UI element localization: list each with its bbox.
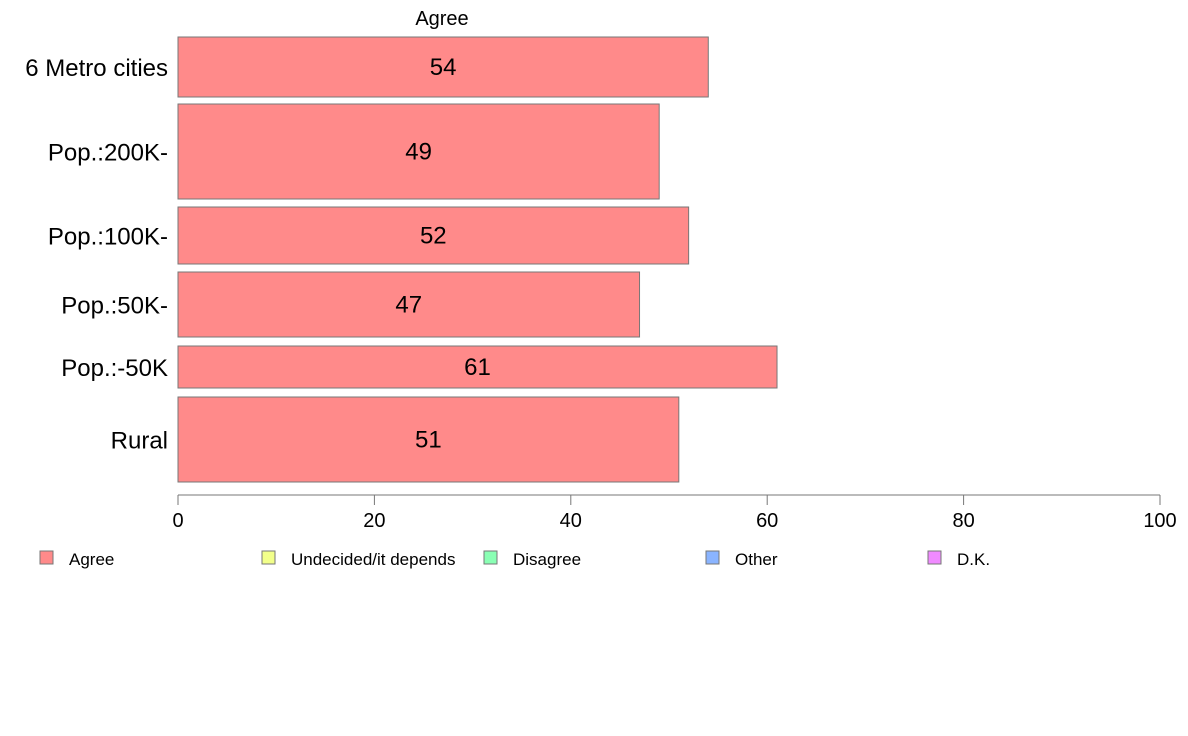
x-tick-label: 0 — [172, 510, 183, 532]
x-tick-label: 60 — [756, 510, 778, 532]
legend-label: Other — [735, 550, 778, 569]
x-tick-label: 40 — [560, 510, 582, 532]
bar-2 — [177, 206, 690, 265]
bar-value-label: 47 — [395, 292, 422, 319]
legend-swatch — [705, 550, 720, 565]
category-label: Pop.:200K- — [48, 140, 168, 167]
legend-swatch — [927, 550, 942, 565]
legend-label: D.K. — [957, 550, 990, 569]
chart-title: Agree — [415, 8, 468, 30]
legend-label: Disagree — [513, 550, 581, 569]
bar-value-label: 49 — [405, 139, 432, 166]
bar-value-label: 54 — [430, 54, 457, 81]
bar-value-label: 61 — [464, 354, 491, 381]
bar-0 — [177, 36, 709, 98]
bar-value-label: 51 — [415, 427, 442, 454]
category-label: Pop.:100K- — [48, 224, 168, 251]
legend-label: Agree — [69, 550, 114, 569]
bar-5 — [177, 396, 680, 483]
category-label: Pop.:50K- — [61, 293, 168, 320]
legend-swatch — [261, 550, 276, 565]
category-label: Rural — [111, 428, 168, 455]
bar-4 — [177, 345, 778, 389]
x-tick-label: 100 — [1143, 510, 1176, 532]
legend-swatch — [483, 550, 498, 565]
category-label: 6 Metro cities — [25, 55, 168, 82]
bar-3 — [177, 271, 641, 338]
bar-1 — [177, 103, 660, 200]
bar-value-label: 52 — [420, 223, 447, 250]
x-tick-label: 80 — [952, 510, 974, 532]
legend-swatch — [39, 550, 54, 565]
legend-label: Undecided/it depends — [291, 550, 455, 569]
x-axis: 0 20 40 60 80 100 — [172, 494, 1177, 532]
bars-group: 54 6 Metro cities 49 Pop.:200K- 52 Pop.:100K-… — [25, 36, 778, 483]
legend: Agree Undecided/it depends Disagree Other D.… — [39, 550, 990, 569]
category-label: Pop.:-50K — [61, 355, 168, 382]
x-tick-label: 20 — [363, 510, 385, 532]
